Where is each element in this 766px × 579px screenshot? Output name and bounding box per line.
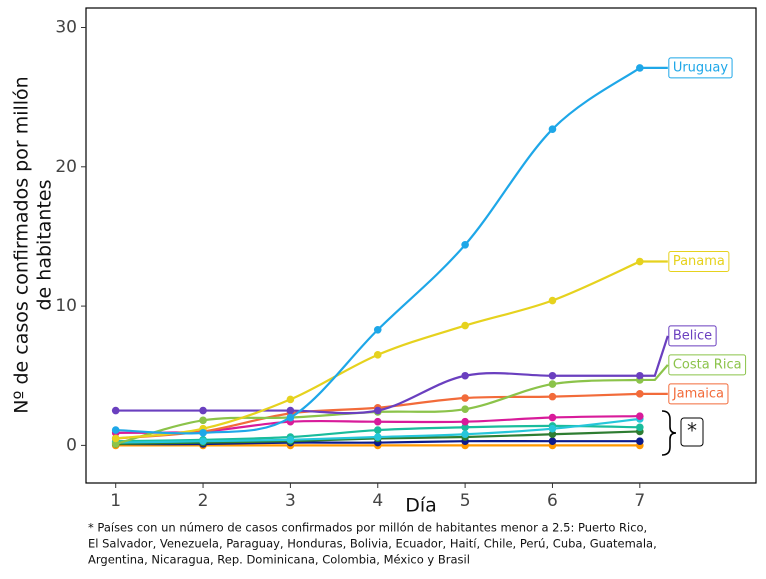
series-point [548, 296, 557, 305]
series-point [373, 417, 382, 426]
series-point [548, 392, 557, 401]
x-tick-label: 7 [634, 491, 645, 511]
x-tick-label: 2 [198, 491, 209, 511]
series-point [111, 426, 120, 434]
series-label: Jamaica [672, 386, 724, 401]
group-marker-box [680, 417, 704, 447]
series-point [548, 424, 557, 433]
series-label: Belice [673, 328, 712, 343]
label-leader [639, 364, 669, 382]
series-point [373, 406, 382, 415]
x-tick-label: 6 [547, 491, 558, 511]
series-point [548, 371, 557, 380]
group-brace [661, 410, 677, 456]
series-point [548, 125, 557, 133]
series-label-box [668, 354, 747, 376]
series-point [199, 429, 207, 437]
series-point [111, 406, 120, 415]
series-point [548, 437, 557, 446]
series-line [115, 66, 641, 435]
series-point [461, 241, 469, 249]
y-tick-label: 0 [66, 435, 77, 455]
y-tick-label: 30 [55, 18, 77, 38]
series-point [373, 351, 382, 359]
series-point [636, 412, 644, 420]
series-point [373, 433, 382, 441]
y-tick-label: 20 [55, 157, 77, 177]
series-point [461, 423, 469, 432]
series-point [636, 423, 644, 432]
x-tick-label: 1 [110, 491, 121, 511]
series-point [373, 426, 382, 434]
series-label-box [668, 325, 717, 347]
y-axis-title: de habitantes [34, 180, 56, 311]
series-label-box [668, 251, 730, 273]
series-point [461, 321, 469, 330]
series-point [461, 371, 469, 380]
label-leader [639, 335, 669, 377]
series-point [548, 430, 557, 439]
panel-border [85, 7, 757, 484]
series-point [461, 405, 469, 413]
series-label: Costa Rica [673, 357, 742, 372]
series-label-box [668, 383, 729, 405]
series-point [461, 417, 469, 426]
series-point [286, 436, 295, 444]
series-point [636, 437, 644, 446]
series-point [548, 413, 557, 422]
series-label-box [668, 57, 733, 79]
series-point [111, 434, 120, 443]
group-marker: * [687, 419, 697, 443]
series-point [286, 406, 295, 415]
series-point [111, 440, 120, 448]
y-axis-title: Nº de casos confirmados por millón [11, 76, 33, 413]
series-point [199, 406, 207, 415]
series-point [461, 430, 469, 439]
y-tick-label: 10 [55, 296, 77, 316]
x-tick-label: 4 [372, 491, 383, 511]
series-point [548, 380, 557, 388]
x-tick-label: 5 [460, 491, 471, 511]
series-point [286, 413, 295, 422]
footnote: Argentina, Nicaragua, Rep. Dominicana, C… [88, 553, 470, 567]
series-point [199, 437, 207, 446]
x-tick-label: 3 [285, 491, 296, 511]
series-point [373, 325, 382, 334]
series-point [199, 416, 207, 425]
series-point [286, 395, 295, 404]
footnote: El Salvador, Venezuela, Paraguay, Hondur… [88, 537, 657, 551]
footnote: * Países con un número de casos confirma… [88, 521, 647, 535]
x-axis-title: Día [405, 495, 437, 517]
series-label: Panama [673, 254, 725, 269]
series-label: Uruguay [673, 60, 729, 75]
series-point [461, 394, 469, 402]
